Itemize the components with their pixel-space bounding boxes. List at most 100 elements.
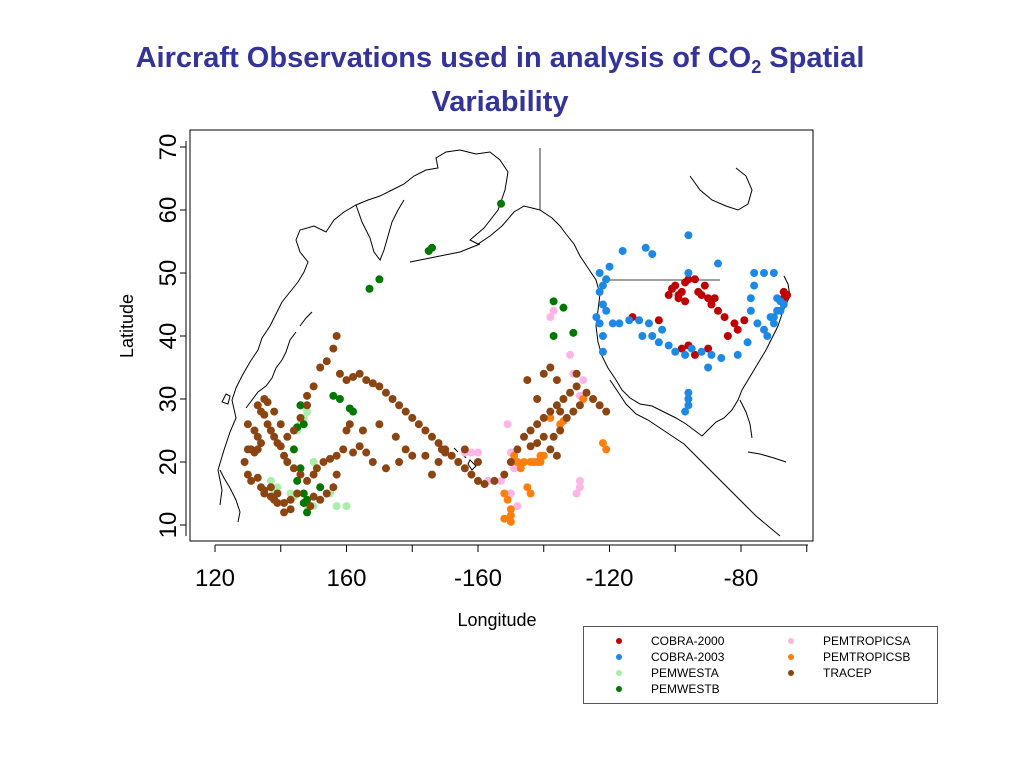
- data-point-cobra-2003: [750, 269, 759, 277]
- data-point-pemwesta: [332, 502, 341, 511]
- data-point-cobra-2003: [644, 319, 653, 328]
- data-point-tracep: [253, 432, 262, 441]
- data-point-tracep: [408, 413, 417, 422]
- y-tick-label: 50: [155, 260, 182, 287]
- data-point-tracep: [381, 388, 390, 397]
- data-point-tracep: [273, 489, 282, 498]
- data-point-tracep: [355, 369, 364, 378]
- data-point-cobra-2003: [598, 347, 607, 356]
- data-point-tracep: [556, 407, 565, 416]
- data-point-tracep: [253, 473, 262, 482]
- data-point-tracep: [549, 432, 558, 441]
- data-point-cobra-2000: [723, 332, 732, 340]
- data-point-cobra-2003: [746, 306, 755, 315]
- data-point-pemtropicsb: [546, 413, 555, 422]
- data-point-cobra-2003: [618, 246, 627, 255]
- data-point-tracep: [589, 395, 598, 403]
- data-point-tracep: [447, 451, 456, 460]
- data-point-tracep: [293, 489, 302, 498]
- data-point-cobra-2003: [769, 269, 778, 277]
- data-point-tracep: [342, 426, 351, 435]
- data-point-cobra-2003: [592, 313, 601, 322]
- data-point-pemwestb: [375, 275, 384, 284]
- data-point-tracep: [421, 426, 430, 435]
- data-point-cobra-2000: [783, 291, 792, 300]
- data-point-pemwestb: [549, 332, 558, 340]
- data-point-cobra-2003: [635, 316, 644, 325]
- data-point-tracep: [280, 498, 289, 507]
- data-point-pemwesta: [342, 502, 351, 511]
- data-point-tracep: [539, 369, 548, 378]
- data-point-tracep: [309, 492, 318, 501]
- data-point-cobra-2000: [654, 316, 663, 325]
- data-point-cobra-2003: [697, 347, 706, 356]
- data-point-cobra-2003: [625, 316, 634, 325]
- data-point-tracep: [243, 420, 252, 429]
- data-point-pemwestb: [296, 401, 305, 410]
- data-point-tracep: [312, 464, 321, 473]
- data-point-tracep: [296, 413, 305, 422]
- legend: COBRA-2000 COBRA-2003 PEMWESTA PEMWESTB …: [583, 626, 938, 704]
- data-point-tracep: [460, 464, 469, 473]
- data-point-tracep: [316, 495, 325, 504]
- data-point-cobra-2003: [602, 306, 611, 315]
- data-point-tracep: [460, 445, 469, 454]
- legend-label: PEMWESTA: [651, 666, 719, 680]
- data-point-tracep: [309, 470, 318, 479]
- data-point-tracep: [490, 476, 499, 485]
- data-point-cobra-2000: [710, 294, 719, 303]
- data-point-tracep: [546, 407, 555, 416]
- data-point-cobra-2000: [730, 319, 739, 328]
- legend-marker: [788, 638, 794, 644]
- chart-title: Aircraft Observations used in analysis o…: [40, 36, 960, 124]
- data-point-tracep: [533, 395, 542, 403]
- data-point-tracep: [345, 420, 354, 429]
- data-point-cobra-2003: [615, 319, 624, 328]
- data-point-pemtropicsb: [523, 483, 532, 492]
- y-tick-label: 20: [155, 449, 182, 476]
- data-point-tracep: [303, 401, 312, 410]
- data-point-pemwestb: [559, 303, 568, 312]
- data-point-pemtropicsb: [500, 514, 509, 523]
- data-point-cobra-2003: [641, 243, 650, 252]
- data-point-cobra-2000: [713, 306, 722, 315]
- data-point-pemtropicsb: [503, 495, 512, 504]
- data-point-tracep: [283, 458, 292, 466]
- data-point-tracep: [319, 458, 328, 466]
- data-point-tracep: [276, 420, 285, 429]
- x-tick-label: -80: [724, 565, 759, 592]
- data-points: [240, 199, 792, 526]
- x-tick-label: -120: [585, 565, 633, 592]
- y-axis-ticks: 10 20 30 40 50 60 70: [155, 134, 186, 538]
- data-point-tracep: [247, 476, 256, 485]
- data-point-tracep: [513, 445, 522, 454]
- data-point-pemtropicsa: [546, 313, 555, 322]
- data-point-tracep: [569, 407, 578, 416]
- data-point-tracep: [270, 432, 279, 441]
- data-point-cobra-2000: [690, 350, 699, 359]
- data-point-cobra-2000: [671, 281, 680, 290]
- data-point-tracep: [362, 376, 371, 385]
- data-point-tracep: [283, 432, 292, 441]
- data-point-tracep: [562, 413, 571, 422]
- data-point-cobra-2003: [654, 338, 663, 347]
- data-point-tracep: [572, 382, 581, 391]
- data-point-tracep: [286, 495, 295, 504]
- data-point-cobra-2003: [746, 294, 755, 303]
- legend-label: TRACEP: [823, 666, 872, 680]
- data-point-cobra-2000: [684, 275, 693, 284]
- data-point-cobra-2000: [720, 313, 729, 322]
- data-point-tracep: [523, 376, 532, 385]
- data-point-tracep: [566, 388, 575, 397]
- data-point-tracep: [332, 451, 341, 460]
- data-point-cobra-2003: [704, 363, 713, 372]
- data-point-tracep: [474, 458, 482, 466]
- data-point-tracep: [303, 391, 312, 400]
- data-point-tracep: [260, 410, 269, 419]
- data-point-cobra-2003: [608, 319, 617, 328]
- data-point-pemtropicsb: [506, 511, 515, 520]
- data-point-tracep: [335, 369, 344, 378]
- data-point-tracep: [546, 445, 555, 454]
- data-point-tracep: [332, 470, 341, 479]
